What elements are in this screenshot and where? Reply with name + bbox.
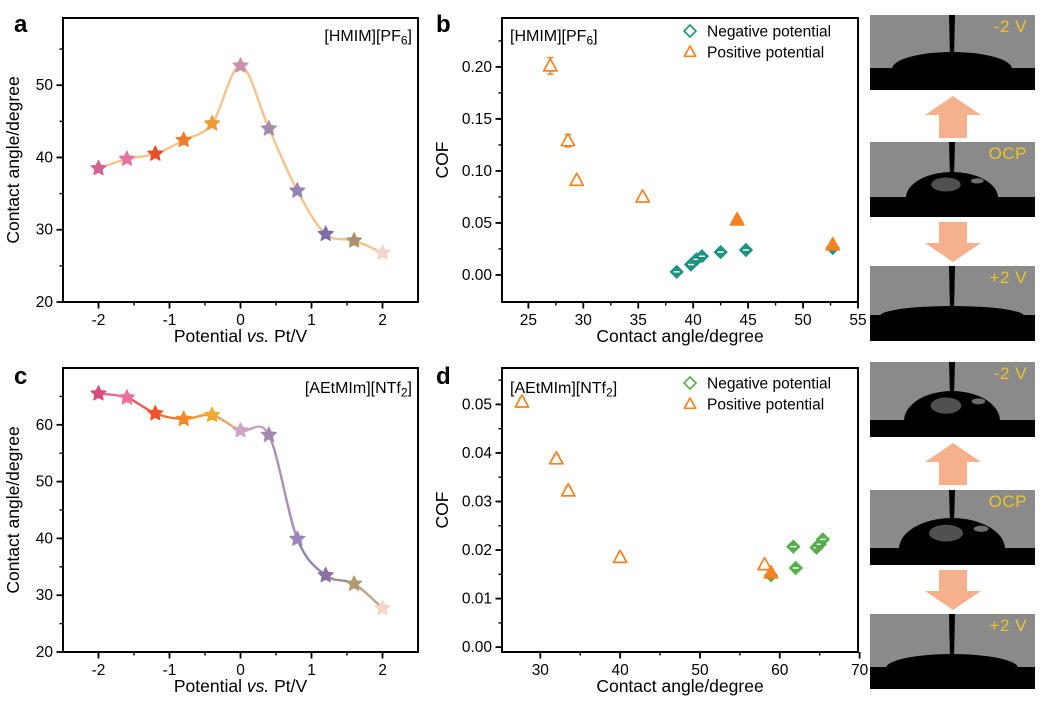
x-tick-label: 25 (520, 312, 537, 329)
droplet-column-aetmim-ntf2: -2 V OCP +2 V (870, 352, 1035, 689)
x-tick-label: -2 (92, 312, 106, 329)
arrow-up-icon (870, 96, 1035, 138)
panel-letter: c (14, 363, 27, 390)
droplet-column-hmim-pf6: -2 V OCP +2 V (870, 0, 1035, 341)
droplet-photo: OCP (870, 490, 1035, 565)
droplet-photo: -2 V (870, 362, 1035, 437)
y-axis-title: COF (432, 142, 452, 179)
droplet-voltage-label: OCP (988, 492, 1027, 511)
droplet-image (870, 142, 1035, 217)
x-tick-label: 1 (307, 662, 316, 679)
panel-a-chart: -2 -1 0 1 2 20 30 40 50 Potential vs. Pt/V Contact… (3, 11, 419, 346)
droplet-voltage-label: +2 V (989, 616, 1027, 635)
x-tick-label: 35 (630, 312, 647, 329)
x-tick-label: -1 (163, 662, 177, 679)
axes-frame (501, 367, 859, 653)
panel-title: [HMIM][PF6] (510, 28, 598, 48)
legend-label: Negative potential (707, 376, 831, 393)
panel-d-chart: 30 40 50 60 70 0.00 0.01 0.02 0.03 0.04 0.05 Contac… (432, 363, 869, 696)
y-tick-label: 0.01 (462, 591, 492, 608)
legend-label: Positive potential (707, 397, 824, 414)
y-axis-title: Contact angle/degree (3, 426, 23, 593)
data-curve-segment (210, 64, 242, 125)
data-curve-segment (239, 64, 271, 130)
legend-label: Negative potential (707, 24, 831, 41)
panel-title: [AEtMIm][NTf2] (305, 380, 412, 400)
panel-letter: a (14, 11, 28, 38)
y-tick-label: 0.00 (462, 267, 493, 284)
axes-frame (62, 367, 419, 653)
x-tick-label: 0 (236, 662, 245, 679)
panel-letter: d (436, 363, 451, 390)
droplet-voltage-label: -2 V (993, 17, 1027, 36)
axes-frame (501, 17, 859, 303)
panel-b-chart: 25 30 35 40 45 50 55 0.00 0.05 0.10 0.15 0.20 Contac… (432, 11, 867, 346)
droplet-voltage-label: OCP (988, 144, 1027, 163)
arrow-down-icon (870, 222, 1035, 262)
x-axis-title: Potential vs. Pt/V (174, 676, 308, 696)
panel-letter: b (436, 11, 451, 38)
y-axis-title: Contact angle/degree (3, 76, 23, 243)
arrow-down-icon (870, 570, 1035, 610)
droplet-image (870, 15, 1035, 90)
x-tick-label: 55 (849, 312, 866, 329)
droplet-photo: -2 V (870, 15, 1035, 90)
y-tick-label: 0.10 (462, 163, 493, 180)
panel-c-chart: -2 -1 0 1 2 20 30 40 50 60 Potential vs. Pt/V Conta… (3, 363, 419, 696)
y-tick-label: 50 (36, 77, 54, 94)
y-tick-label: 50 (36, 474, 54, 491)
x-tick-label: -2 (92, 662, 106, 679)
panel-title: [HMIM][PF6] (324, 28, 412, 48)
droplet-voltage-label: +2 V (989, 268, 1027, 287)
legend-label: Positive potential (707, 45, 824, 62)
x-tick-label: 45 (739, 312, 756, 329)
x-axis-title: Potential vs. Pt/V (174, 326, 308, 346)
data-curve-segment (267, 127, 299, 192)
droplet-image (870, 490, 1035, 565)
y-axis-title: COF (432, 492, 452, 529)
droplet-photo: OCP (870, 142, 1035, 217)
x-tick-label: 30 (575, 312, 593, 329)
y-tick-label: 0.02 (462, 542, 492, 559)
x-tick-label: 40 (685, 312, 703, 329)
panel-title: [AEtMIm][NTf2] (510, 380, 617, 400)
x-tick-label: 50 (691, 662, 709, 679)
y-tick-label: 0.20 (462, 59, 493, 76)
y-tick-label: 60 (36, 417, 54, 434)
y-tick-label: 20 (36, 294, 54, 311)
x-tick-label: 2 (378, 662, 387, 679)
data-curve-segment (267, 433, 299, 541)
x-tick-label: -1 (163, 312, 177, 329)
x-axis-title: Contact angle/degree (596, 676, 763, 696)
y-tick-label: 0.05 (462, 396, 492, 413)
y-tick-label: 30 (36, 222, 54, 239)
x-axis-title: Contact angle/degree (596, 326, 763, 346)
y-tick-label: 0.05 (462, 215, 492, 232)
y-tick-label: 30 (36, 587, 54, 604)
x-tick-label: 2 (378, 312, 387, 329)
droplet-image (870, 266, 1035, 341)
y-tick-label: 0.03 (462, 494, 492, 511)
x-tick-label: 1 (307, 312, 316, 329)
x-tick-label: 60 (771, 662, 789, 679)
y-tick-label: 0.00 (462, 639, 493, 656)
droplet-photo: +2 V (870, 266, 1035, 341)
x-tick-label: 70 (851, 662, 869, 679)
droplet-photo: +2 V (870, 614, 1035, 689)
droplet-voltage-label: -2 V (993, 364, 1027, 383)
droplet-image (870, 614, 1035, 689)
arrow-up-icon (870, 443, 1035, 485)
x-tick-label: 50 (794, 312, 812, 329)
y-tick-label: 0.04 (462, 445, 493, 462)
x-tick-label: 0 (236, 312, 245, 329)
x-tick-label: 40 (612, 662, 630, 679)
y-tick-label: 20 (36, 644, 54, 661)
droplet-image (870, 362, 1035, 437)
y-tick-label: 40 (36, 530, 54, 547)
x-tick-label: 30 (532, 662, 550, 679)
y-tick-label: 40 (36, 149, 54, 166)
y-tick-label: 0.15 (462, 111, 492, 128)
